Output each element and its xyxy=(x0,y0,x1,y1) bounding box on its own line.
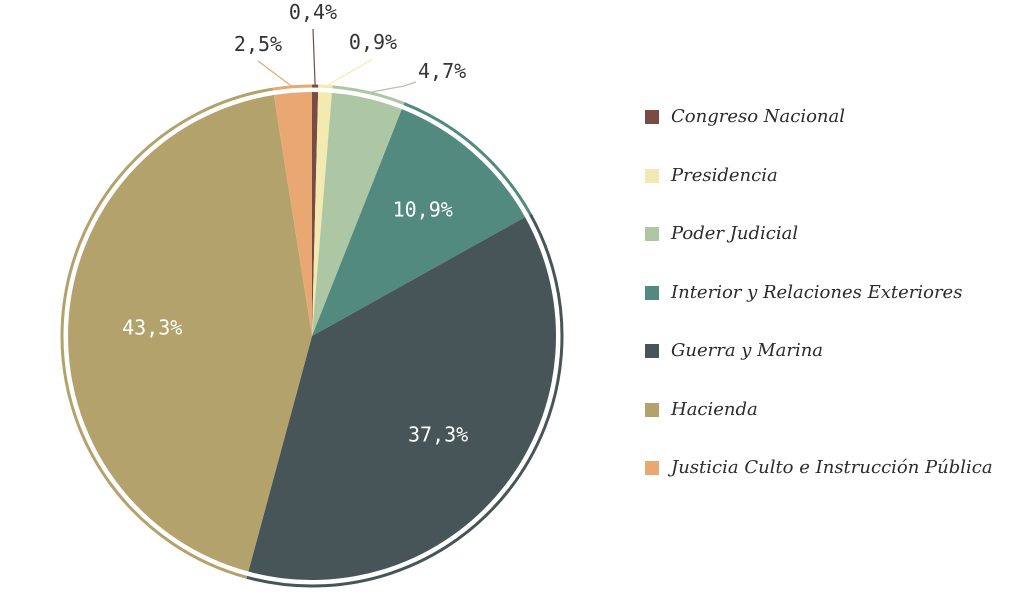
legend-swatch xyxy=(645,344,659,358)
leader-line-congreso-nacional xyxy=(312,28,316,87)
leader-line-poder-judicial xyxy=(368,81,417,94)
legend-label: Presidencia xyxy=(671,164,778,186)
legend-swatch xyxy=(645,110,659,124)
slice-congreso-nacional xyxy=(312,92,319,336)
legend-label: Hacienda xyxy=(671,398,758,420)
pie-slices xyxy=(68,92,556,580)
slice-hacienda xyxy=(68,95,312,572)
slice-label-presidencia: 0,9% xyxy=(349,30,397,54)
leader-line-justicia-culto-e-instruccion-publica xyxy=(257,60,293,88)
legend-label: Justicia Culto e Instrucción Pública xyxy=(671,457,993,478)
legend-swatch xyxy=(645,461,659,475)
legend-item-hacienda: Hacienda xyxy=(645,398,993,457)
legend-swatch xyxy=(645,285,659,300)
slice-label-hacienda: 43,3% xyxy=(122,315,182,339)
legend-item-justicia: Justicia Culto e Instrucción Pública xyxy=(645,456,993,515)
slice-poder-judicial xyxy=(312,92,402,337)
legend-label: Interior y Relaciones Exteriores xyxy=(671,281,963,303)
leader-line-presidencia xyxy=(325,58,374,87)
slice-label-interior-y-relaciones-exteriores: 10,9% xyxy=(393,198,453,222)
slice-labels: 0,4% 0,9% 4,7% 10,9% 37,3% 43,3% 2,5% xyxy=(122,0,468,446)
slice-label-justicia-culto-e-instruccion-publica: 2,5% xyxy=(234,32,282,56)
legend-item-presidencia: Presidencia xyxy=(645,164,993,223)
legend: Congreso Nacional Presidencia Poder Judi… xyxy=(645,105,993,515)
legend-label: Poder Judicial xyxy=(671,223,799,244)
ring-arc-guerra-y-marina xyxy=(246,213,564,588)
legend-item-congreso-nacional: Congreso Nacional xyxy=(645,105,993,164)
legend-item-poder-judicial: Poder Judicial xyxy=(645,222,993,281)
legend-swatch xyxy=(645,402,659,417)
slice-label-poder-judicial: 4,7% xyxy=(418,59,466,83)
legend-item-interior: Interior y Relaciones Exteriores xyxy=(645,281,993,340)
legend-label: Congreso Nacional xyxy=(671,106,846,127)
legend-item-guerra-y-marina: Guerra y Marina xyxy=(645,339,993,398)
outer-ring xyxy=(60,84,564,588)
ring-arc-hacienda xyxy=(60,87,274,579)
ring-arc-interior-y-relaciones-exteriores xyxy=(403,102,532,215)
legend-label: Guerra y Marina xyxy=(671,340,824,361)
slice-interior-y-relaciones-exteriores xyxy=(312,109,526,336)
slice-label-guerra-y-marina: 37,3% xyxy=(408,422,468,446)
slice-label-congreso-nacional: 0,4% xyxy=(289,0,337,24)
slice-guerra-y-marina xyxy=(248,217,556,580)
slice-justicia-culto-e-instruccion-publica xyxy=(273,92,312,336)
slice-presidencia xyxy=(312,92,332,336)
legend-swatch xyxy=(645,168,659,183)
legend-swatch xyxy=(645,227,659,241)
leader-lines xyxy=(257,28,417,94)
